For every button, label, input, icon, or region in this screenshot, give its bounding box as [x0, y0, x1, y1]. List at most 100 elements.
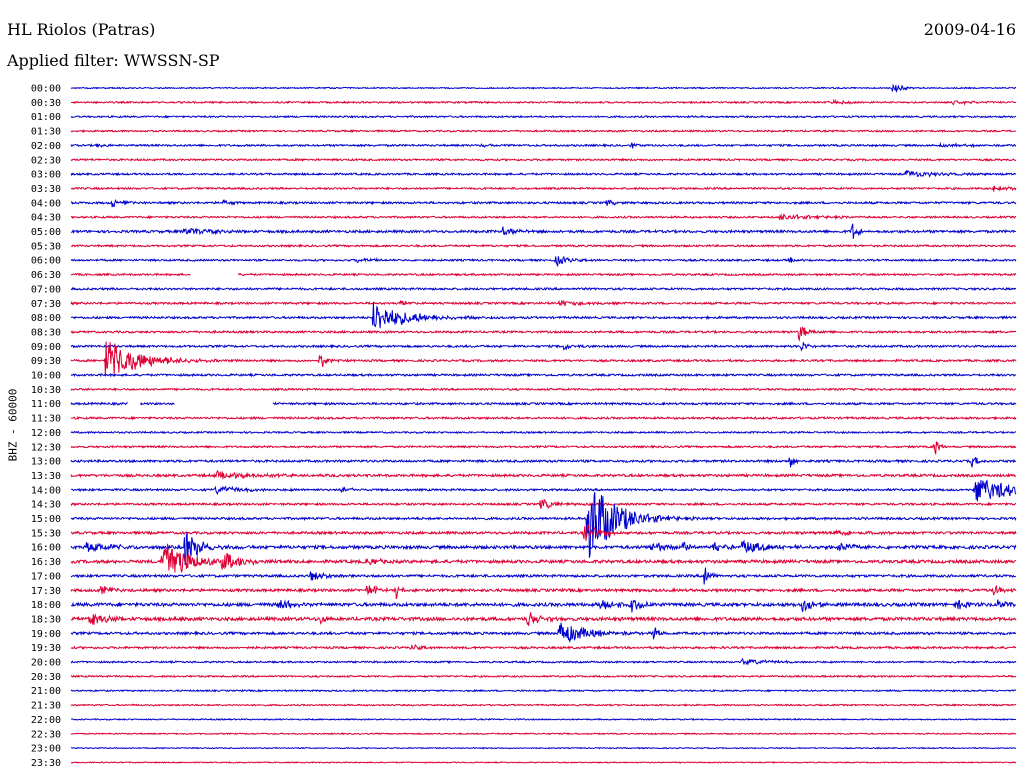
trace-0100 — [70, 114, 1017, 119]
trace-0800 — [70, 301, 1017, 329]
trace-0230 — [70, 157, 1017, 162]
trace-0300 — [70, 169, 1017, 178]
trace-0330 — [70, 185, 1017, 192]
trace-label-0130: 01:30 — [31, 127, 61, 138]
trace-label-0330: 03:30 — [31, 184, 61, 195]
trace-label-2200: 22:00 — [31, 715, 61, 726]
trace-0700 — [70, 286, 1017, 292]
trace-1430 — [70, 499, 1017, 509]
trace-label-1700: 17:00 — [31, 571, 61, 582]
trace-1230 — [70, 441, 1017, 455]
trace-1700 — [70, 567, 1017, 585]
trace-1400 — [70, 479, 1017, 502]
trace-label-0600: 06:00 — [31, 256, 61, 267]
trace-0730 — [70, 299, 1017, 307]
trace-1100 — [70, 401, 1017, 407]
trace-label-1530: 15:30 — [31, 528, 61, 539]
trace-label-0700: 07:00 — [31, 284, 61, 295]
date-label: 2009-04-16 — [923, 20, 1016, 39]
trace-label-0230: 02:30 — [31, 155, 61, 166]
trace-1300 — [70, 456, 1017, 468]
trace-label-0900: 09:00 — [31, 342, 61, 353]
trace-label-0630: 06:30 — [31, 270, 61, 281]
trace-label-0730: 07:30 — [31, 299, 61, 310]
trace-label-1500: 15:00 — [31, 514, 61, 525]
trace-2300 — [70, 746, 1017, 750]
trace-label-1330: 13:30 — [31, 471, 61, 482]
trace-label-2000: 20:00 — [31, 658, 61, 669]
trace-label-0830: 08:30 — [31, 327, 61, 338]
trace-2030 — [70, 674, 1016, 679]
trace-1130 — [70, 415, 1017, 421]
trace-0900 — [70, 342, 1017, 352]
trace-0400 — [70, 198, 1017, 208]
trace-1930 — [70, 643, 1017, 651]
trace-0500 — [70, 223, 1017, 239]
trace-label-0030: 00:30 — [31, 98, 61, 109]
trace-1500 — [70, 492, 1017, 558]
trace-0600 — [70, 255, 1017, 268]
trace-label-2300: 23:00 — [31, 744, 61, 755]
trace-0430 — [70, 213, 1017, 221]
trace-0830 — [70, 326, 1017, 342]
trace-label-1300: 13:00 — [31, 457, 61, 468]
trace-label-1800: 18:00 — [31, 600, 61, 611]
trace-label-2030: 20:30 — [31, 672, 61, 683]
trace-label-1630: 16:30 — [31, 557, 61, 568]
trace-2330 — [70, 761, 1017, 764]
station-title: HL Riolos (Patras) — [7, 20, 156, 39]
trace-2200 — [70, 717, 1017, 721]
trace-label-0100: 01:00 — [31, 112, 61, 123]
trace-label-0400: 04:00 — [31, 198, 61, 209]
trace-1000 — [70, 372, 1017, 378]
trace-1900 — [70, 622, 1017, 644]
trace-label-1230: 12:30 — [31, 442, 61, 453]
trace-0930 — [70, 341, 1017, 377]
trace-1330 — [70, 469, 1017, 480]
trace-label-1200: 12:00 — [31, 428, 61, 439]
trace-label-1600: 16:00 — [31, 543, 61, 554]
trace-0130 — [70, 129, 1017, 133]
trace-label-1100: 11:00 — [31, 399, 61, 410]
trace-label-0800: 08:00 — [31, 313, 61, 324]
trace-label-0300: 03:00 — [31, 170, 61, 181]
trace-0630 — [70, 272, 1017, 277]
trace-label-0930: 09:30 — [31, 356, 61, 367]
trace-0000 — [70, 83, 1017, 94]
trace-label-2230: 22:30 — [31, 729, 61, 740]
trace-1200 — [70, 430, 1017, 435]
trace-label-2100: 21:00 — [31, 686, 61, 697]
trace-1630 — [70, 543, 1017, 573]
trace-label-1130: 11:30 — [31, 414, 61, 425]
trace-label-1000: 10:00 — [31, 371, 61, 382]
trace-label-1900: 19:00 — [31, 629, 61, 640]
trace-2000 — [70, 657, 1017, 666]
trace-label-0500: 05:00 — [31, 227, 61, 238]
trace-0530 — [71, 243, 1017, 249]
trace-label-1930: 19:30 — [31, 643, 61, 654]
trace-label-1430: 14:30 — [31, 500, 61, 511]
trace-2100 — [70, 688, 1017, 693]
trace-1830 — [70, 612, 1017, 626]
trace-label-2130: 21:30 — [31, 701, 61, 712]
trace-label-1830: 18:30 — [31, 614, 61, 625]
trace-1030 — [70, 387, 1017, 392]
trace-2130 — [70, 703, 1017, 707]
trace-label-0530: 05:30 — [31, 241, 61, 252]
trace-0030 — [71, 98, 1017, 106]
trace-2230 — [70, 732, 1017, 736]
trace-1800 — [70, 599, 1016, 613]
trace-label-1400: 14:00 — [31, 485, 61, 496]
trace-1730 — [70, 584, 1017, 600]
trace-label-1730: 17:30 — [31, 586, 61, 597]
trace-label-0430: 04:30 — [31, 213, 61, 224]
trace-label-2330: 23:30 — [31, 758, 61, 769]
trace-label-1030: 10:30 — [31, 385, 61, 396]
trace-0200 — [70, 141, 1017, 149]
trace-label-0200: 02:00 — [31, 141, 61, 152]
filter-label: Applied filter: WWSSN-SP — [7, 51, 220, 70]
trace-1530 — [70, 524, 1017, 541]
trace-1600 — [70, 531, 1017, 565]
trace-label-0000: 00:00 — [31, 84, 61, 95]
